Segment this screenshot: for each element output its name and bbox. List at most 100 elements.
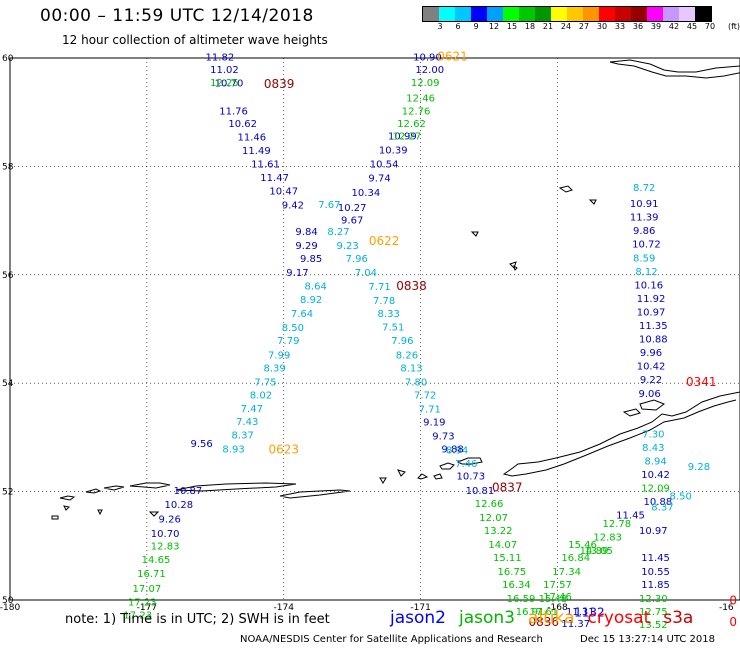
coastline (51, 59, 740, 520)
color-scale-tick: 9 (473, 22, 479, 31)
lat-tick-label: 58 (2, 162, 14, 172)
color-scale-tick: 70 (704, 22, 716, 31)
swh-value: 9.22 (640, 375, 662, 386)
swh-value: 17.61 (529, 607, 558, 618)
track-saral: 7.67 8.27 9.23 7.96 7.04 8.64 8.92 7.64 8.50 7.79… (222, 200, 477, 470)
color-scale-tick: 36 (632, 22, 644, 31)
swh-value: 10.42 (637, 362, 666, 373)
color-scale-tick: 42 (668, 22, 680, 31)
swh-value: 16.59 (507, 594, 536, 605)
swh-value: 16.71 (137, 569, 166, 580)
swh-value: 7.99 (268, 350, 290, 361)
swh-value: 11.45 (616, 511, 645, 522)
swh-value: 9.28 (688, 462, 710, 473)
color-swatch (423, 7, 439, 21)
color-swatch (519, 7, 535, 21)
swh-value: 9.06 (639, 389, 661, 400)
swh-value: 7.79 (277, 336, 299, 347)
swh-value: 12.83 (593, 532, 622, 543)
swh-value: 10.72 (632, 240, 661, 251)
satellite-legend-item: s3a (663, 608, 694, 628)
swh-value: 11.61 (251, 159, 280, 170)
color-scale-tick: 3 (437, 22, 443, 31)
swh-value: 7.51 (382, 323, 404, 334)
satellite-legend: jason2 jason3 altika cryosat s3a (390, 608, 706, 628)
color-scale-ticks: 3 6 9 12 15 18 21 24 27 30 33 36 39 42 45 70 (ft) (422, 22, 740, 34)
pass-time-label: 0839 (264, 77, 295, 91)
swh-value: 10.88 (644, 497, 673, 508)
swh-value: 11.47 (260, 173, 289, 184)
pass-time-label: 0836 (529, 615, 560, 629)
swh-value: 11.82 (206, 53, 235, 64)
alaska-peninsula (502, 391, 740, 477)
color-swatch (503, 7, 519, 21)
color-scale-tick: 18 (524, 22, 536, 31)
swh-value: 12.09 (411, 78, 440, 89)
color-scale-tick: (ft) (727, 22, 740, 31)
swh-value: 12.76 (402, 106, 431, 117)
color-swatch (567, 7, 583, 21)
pass-time-label: 0341 (686, 375, 717, 389)
swh-value: 9.67 (341, 215, 363, 226)
swh-value: 14.07 (488, 540, 517, 551)
color-scale-bar (422, 6, 712, 22)
swh-value: 11.85 (641, 580, 670, 591)
generated-timestamp: Dec 15 13:27:14 UTC 2018 (580, 634, 715, 645)
swh-value: 10.42 (641, 470, 670, 481)
color-scale-tick: 6 (455, 22, 461, 31)
unimak-island (622, 399, 666, 417)
swh-value: 8.37 (651, 503, 673, 514)
swh-value: 10.70 (215, 79, 244, 90)
swh-value: 17.46 (543, 592, 572, 603)
aleutian-islands-central (379, 457, 483, 484)
swh-value: 16.75 (498, 567, 527, 578)
swh-value: 17.57 (543, 580, 572, 591)
swh-value: 9.86 (633, 226, 655, 237)
track-jason3: 12.66 12.07 13.22 14.07 15.11 16.75 16.34 16.59… (475, 499, 545, 618)
swh-value: 8.92 (300, 295, 322, 306)
swh-value: 15.11 (493, 553, 522, 564)
swh-value: 8.50 (282, 323, 304, 334)
swh-value: 10.62 (228, 119, 257, 130)
swh-value: 9.96 (640, 348, 662, 359)
swh-value: 17.23 (123, 610, 152, 621)
swh-value: 12.66 (475, 499, 504, 510)
swh-value: 11.76 (219, 106, 248, 117)
track-jason2: 9.19 9.73 9.88 10.73 10.81 (423, 417, 494, 496)
swh-value: 10.27 (338, 203, 367, 214)
swh-value: 16.91 (516, 607, 545, 618)
nunivak-st-matthew (558, 185, 597, 205)
color-swatch (535, 7, 551, 21)
swh-value: 9.88 (441, 445, 463, 456)
swh-value: 10.70 (151, 529, 180, 540)
swh-value: 8.59 (633, 253, 655, 264)
color-swatch (631, 7, 647, 21)
swh-value: 11.49 (242, 146, 271, 157)
swh-value: 8.43 (642, 443, 664, 454)
swh-value: 9.19 (423, 417, 445, 428)
swh-value: 9.29 (295, 241, 317, 252)
swh-value: 7.72 (414, 390, 436, 401)
swh-value: 10.34 (352, 188, 381, 199)
swh-value: 8.72 (633, 183, 655, 194)
swh-value: 12.30 (639, 594, 668, 605)
swh-value: 13.52 (639, 620, 668, 631)
pass-time-label: 0837 (492, 481, 523, 495)
swh-value: 12.25 (210, 78, 239, 89)
swh-value: 11.39 (630, 213, 659, 224)
pass-time-label: 0838 (396, 279, 427, 293)
track-saral: 8.72 8.59 8.12 7.30 8.43 8.94 9.28 8.508.37 (633, 183, 710, 514)
color-swatch (695, 7, 711, 21)
swh-value: 9.26 (159, 514, 181, 525)
color-swatch (551, 7, 567, 21)
swh-value: 7.78 (373, 296, 395, 307)
swh-value: 10.39 (379, 145, 408, 156)
swh-value: 8.02 (250, 390, 272, 401)
swh-value: 7.96 (391, 336, 413, 347)
pass-time-label: 1132 (574, 605, 605, 619)
swh-value: 10.55 (641, 567, 670, 578)
swh-value: 15.46 (568, 540, 597, 551)
alaska-mainland-north (609, 59, 740, 79)
